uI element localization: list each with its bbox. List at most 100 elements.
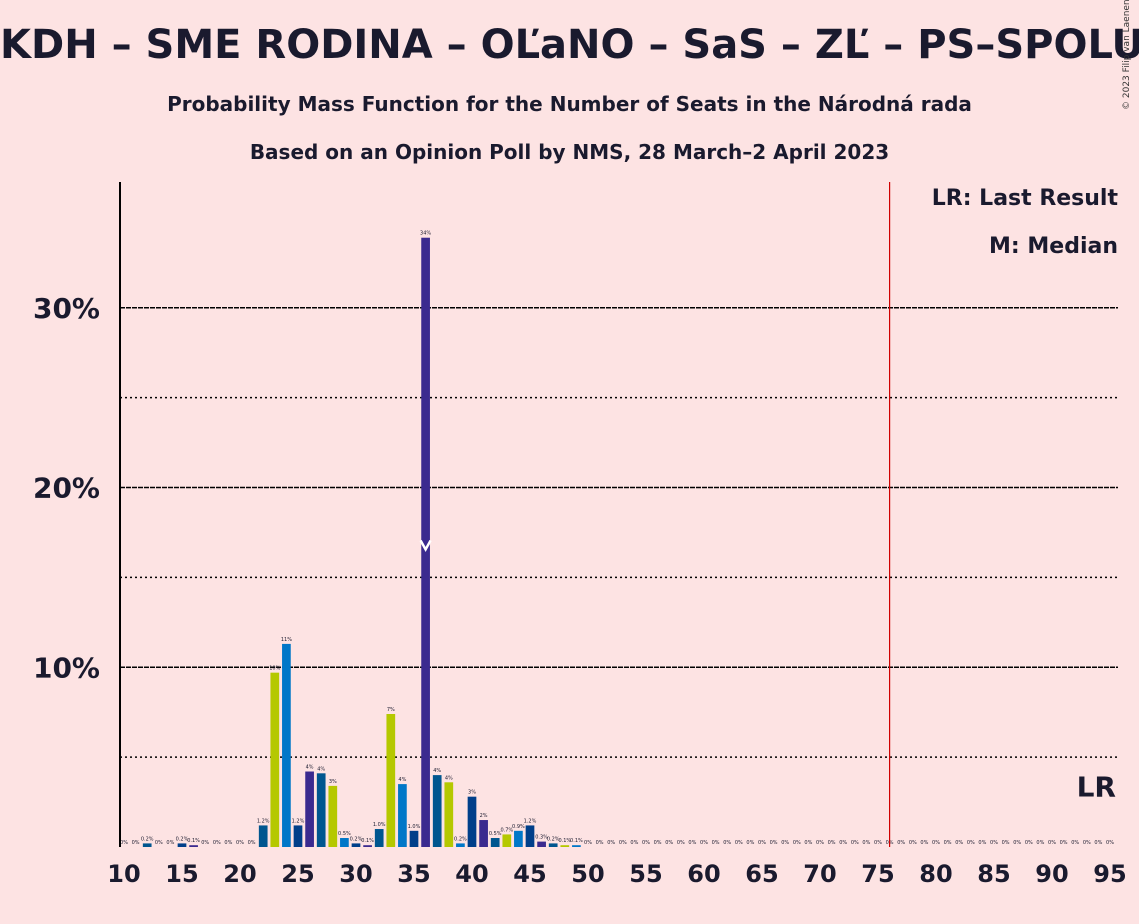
value-label-seat-59: 0% bbox=[688, 840, 696, 846]
value-label-seat-14: 0% bbox=[166, 840, 174, 846]
value-label-seat-66: 0% bbox=[770, 840, 778, 846]
value-label-seat-34: 4% bbox=[398, 777, 406, 783]
bar-seat-23 bbox=[270, 672, 280, 847]
value-label-seat-69: 0% bbox=[804, 840, 812, 846]
bar-seat-49 bbox=[572, 845, 581, 847]
value-label-seat-21: 0% bbox=[248, 840, 256, 846]
y-tick-label: 10% bbox=[33, 651, 100, 684]
value-label-seat-10: 0% bbox=[120, 840, 128, 846]
bar-seat-35 bbox=[409, 830, 419, 847]
x-tick-label: 75 bbox=[861, 860, 894, 888]
bar-seat-40 bbox=[467, 796, 477, 847]
bar-seat-44 bbox=[514, 830, 523, 847]
bar-seat-29 bbox=[340, 838, 349, 847]
value-label-seat-74: 0% bbox=[862, 840, 870, 846]
bar-seat-30 bbox=[351, 843, 361, 847]
markers: LR bbox=[419, 182, 1116, 847]
legend-last-result: LR: Last Result bbox=[931, 186, 1118, 211]
x-tick-label: 80 bbox=[919, 860, 952, 888]
value-label-seat-32: 1.0% bbox=[373, 822, 386, 828]
bar-seat-46 bbox=[537, 841, 546, 847]
x-tick-label: 55 bbox=[629, 860, 662, 888]
value-label-seat-20: 0% bbox=[236, 840, 244, 846]
x-tick-label: 45 bbox=[513, 860, 546, 888]
bar-seat-24 bbox=[282, 643, 291, 847]
value-label-seat-94: 0% bbox=[1094, 840, 1102, 846]
value-label-seat-92: 0% bbox=[1071, 840, 1079, 846]
value-label-seat-72: 0% bbox=[839, 840, 847, 846]
value-label-seat-25: 1.2% bbox=[292, 818, 305, 824]
value-label-seat-81: 0% bbox=[944, 840, 952, 846]
value-label-seat-19: 0% bbox=[224, 840, 232, 846]
value-labels: 0% 0%0.2%0% 0%0.2%0.1% 0% 0% 0% 0% 0%1.2%10%11%… bbox=[120, 231, 1114, 846]
bar-seat-38 bbox=[444, 782, 454, 847]
bar-seat-27 bbox=[316, 773, 326, 847]
x-tick-label: 30 bbox=[339, 860, 372, 888]
value-label-seat-28: 3% bbox=[329, 779, 337, 785]
value-label-seat-26: 4% bbox=[306, 765, 314, 771]
bar-seat-28 bbox=[328, 785, 338, 847]
bar-seat-25 bbox=[293, 825, 303, 847]
value-label-seat-29: 0.5% bbox=[338, 831, 351, 837]
value-label-seat-70: 0% bbox=[816, 840, 824, 846]
value-label-seat-86: 0% bbox=[1002, 840, 1010, 846]
bars-group bbox=[142, 237, 581, 848]
chart-source-line: Based on an Opinion Poll by NMS, 28 Marc… bbox=[249, 140, 890, 164]
value-label-seat-45: 1.2% bbox=[524, 818, 537, 824]
x-tick-label: 90 bbox=[1035, 860, 1068, 888]
x-tick-label: 85 bbox=[977, 860, 1010, 888]
bar-seat-41 bbox=[479, 820, 488, 847]
value-label-seat-40: 3% bbox=[468, 790, 476, 796]
x-tick-label: 60 bbox=[687, 860, 720, 888]
value-label-seat-71: 0% bbox=[828, 840, 836, 846]
value-label-seat-88: 0% bbox=[1025, 840, 1033, 846]
value-label-seat-56: 0% bbox=[654, 840, 662, 846]
value-label-seat-90: 0% bbox=[1048, 840, 1056, 846]
value-label-seat-47: 0.2% bbox=[547, 836, 560, 842]
value-label-seat-18: 0% bbox=[213, 840, 221, 846]
value-label-seat-85: 0% bbox=[990, 840, 998, 846]
value-label-seat-37: 4% bbox=[433, 768, 441, 774]
value-label-seat-83: 0% bbox=[967, 840, 975, 846]
value-label-seat-38: 4% bbox=[445, 775, 453, 781]
last-result-label: LR bbox=[1077, 771, 1116, 804]
legend-median: M: Median bbox=[989, 234, 1118, 259]
value-label-seat-58: 0% bbox=[677, 840, 685, 846]
chart-title: KDH – SME RODINA – OĽaNO – SaS – ZĽ – PS… bbox=[0, 22, 1139, 68]
bar-seat-43 bbox=[502, 834, 512, 847]
bar-seat-39 bbox=[456, 843, 465, 847]
value-label-seat-43: 0.7% bbox=[500, 827, 513, 833]
value-label-seat-61: 0% bbox=[712, 840, 720, 846]
bar-seat-48 bbox=[560, 845, 570, 847]
bar-seat-33 bbox=[386, 714, 396, 847]
bar-seat-34 bbox=[398, 784, 407, 847]
value-label-seat-23: 10% bbox=[269, 666, 280, 672]
value-label-seat-15: 0.2% bbox=[176, 836, 189, 842]
chart-subtitle: Probability Mass Function for the Number… bbox=[167, 92, 972, 116]
value-label-seat-50: 0% bbox=[584, 840, 592, 846]
bar-seat-26 bbox=[305, 771, 314, 847]
value-label-seat-73: 0% bbox=[851, 840, 859, 846]
value-label-seat-84: 0% bbox=[978, 840, 986, 846]
x-tick-label: 15 bbox=[165, 860, 198, 888]
value-label-seat-55: 0% bbox=[642, 840, 650, 846]
value-label-seat-52: 0% bbox=[607, 840, 615, 846]
value-label-seat-17: 0% bbox=[201, 840, 209, 846]
value-label-seat-64: 0% bbox=[746, 840, 754, 846]
value-label-seat-31: 0.1% bbox=[361, 838, 374, 844]
value-label-seat-65: 0% bbox=[758, 840, 766, 846]
value-label-seat-24: 11% bbox=[281, 637, 292, 643]
value-label-seat-63: 0% bbox=[735, 840, 743, 846]
value-label-seat-89: 0% bbox=[1036, 840, 1044, 846]
value-label-seat-44: 0.9% bbox=[512, 824, 525, 830]
x-tick-label: 25 bbox=[281, 860, 314, 888]
bar-seat-22 bbox=[258, 825, 268, 847]
value-label-seat-87: 0% bbox=[1013, 840, 1021, 846]
value-label-seat-11: 0% bbox=[132, 840, 140, 846]
x-tick-label: 50 bbox=[571, 860, 604, 888]
value-label-seat-78: 0% bbox=[909, 840, 917, 846]
value-label-seat-93: 0% bbox=[1083, 840, 1091, 846]
value-label-seat-46: 0.3% bbox=[535, 835, 548, 841]
x-tick-label: 40 bbox=[455, 860, 488, 888]
